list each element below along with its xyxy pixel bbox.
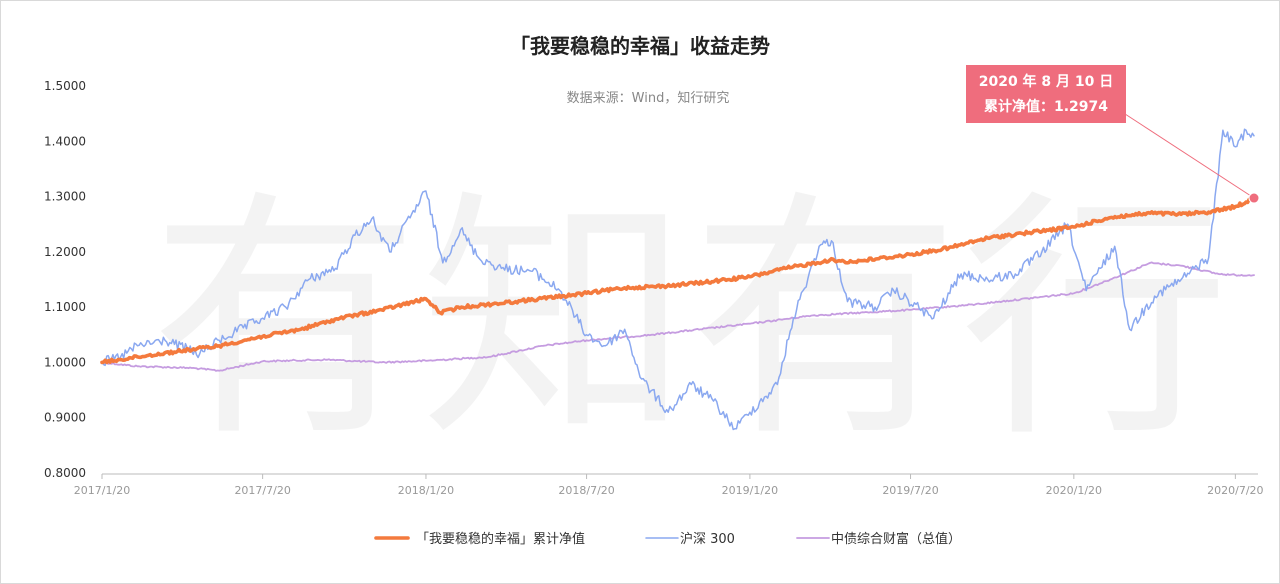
- y-tick-label: 1.1000: [44, 300, 86, 314]
- x-tick-label: 2019/1/20: [722, 484, 778, 497]
- nav-series-line: [100, 196, 1256, 365]
- x-tick-label: 2018/7/20: [558, 484, 614, 497]
- legend-item: 沪深 300: [645, 531, 735, 547]
- y-tick-label: 0.9000: [44, 411, 86, 425]
- x-tick-label: 2020/7/20: [1207, 484, 1263, 497]
- callout-point: [1248, 192, 1260, 204]
- y-tick-label: 1.0000: [44, 355, 86, 369]
- legend-label: 中债综合财富（总值）: [831, 531, 961, 547]
- x-tick-label: 2017/7/20: [234, 484, 290, 497]
- callout-box: [966, 65, 1126, 123]
- x-tick-label: 2020/1/20: [1046, 484, 1102, 497]
- bond-index-series-line: [101, 261, 1255, 372]
- callout-date: 2020 年 8 月 10 日: [979, 73, 1114, 90]
- legend-label: 沪深 300: [680, 531, 735, 547]
- y-tick-label: 0.8000: [44, 466, 86, 480]
- chart-title: 「我要稳稳的幸福」收益走势: [510, 34, 770, 58]
- legend-item: 「我要稳稳的幸福」累计净值: [374, 531, 585, 547]
- x-tick-label: 2017/1/20: [74, 484, 130, 497]
- y-tick-label: 1.3000: [44, 190, 86, 204]
- callout-value: 累计净值：1.2974: [984, 98, 1108, 115]
- y-tick-label: 1.2000: [44, 245, 86, 259]
- x-tick-label: 2018/1/20: [398, 484, 454, 497]
- series-layer: [100, 128, 1256, 431]
- y-tick-label: 1.5000: [44, 79, 86, 93]
- y-axis: 0.8000 0.9000 1.0000 1.1000 1.2000 1.3000 1.40…: [44, 79, 86, 480]
- chart-watermark: 有知有行: [150, 170, 1230, 472]
- chart-subtitle: 数据来源：Wind，知行研究: [567, 90, 730, 106]
- callout-leader-line: [1121, 111, 1255, 199]
- legend-item: 中债综合财富（总值）: [796, 531, 961, 547]
- x-axis: 2017/1/20 2017/7/20 2018/1/20 2018/7/20 2019…: [74, 473, 1264, 497]
- x-tick-label: 2019/7/20: [882, 484, 938, 497]
- y-tick-label: 1.4000: [44, 134, 86, 148]
- legend: 「我要稳稳的幸福」累计净值 沪深 300 中债综合财富（总值）: [374, 531, 961, 547]
- legend-label: 「我要稳稳的幸福」累计净值: [416, 531, 585, 547]
